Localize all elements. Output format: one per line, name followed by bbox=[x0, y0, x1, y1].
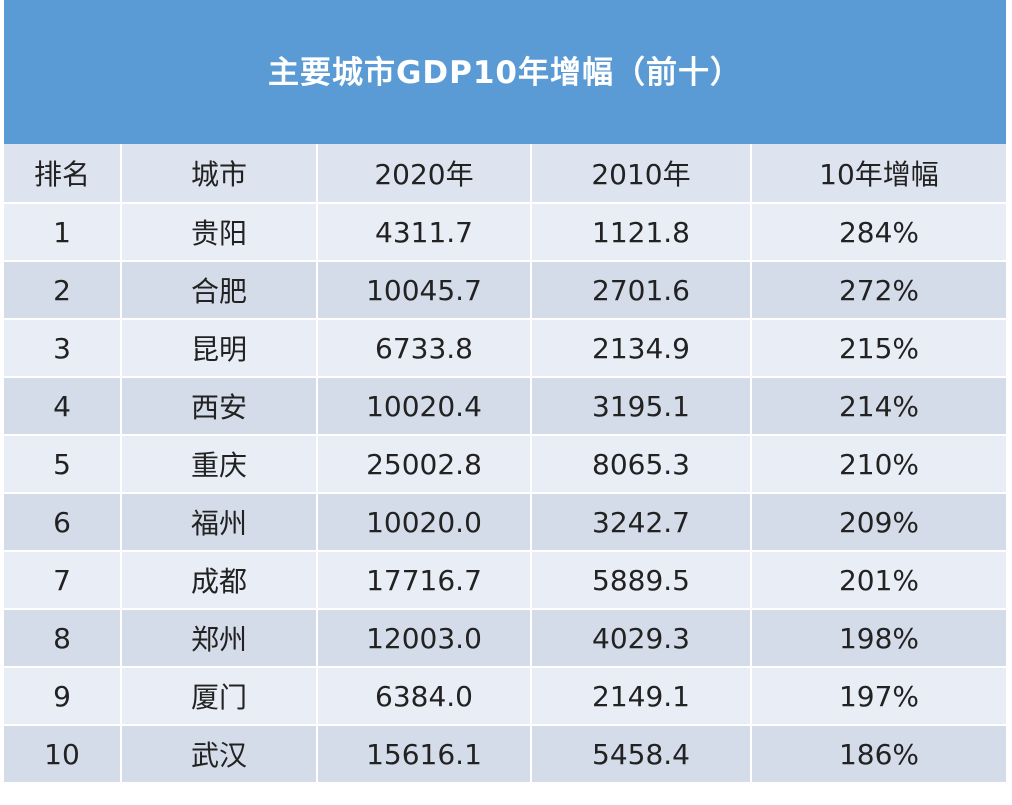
cell-gdp-2010: 5458.4 bbox=[531, 725, 752, 784]
table-row: 10 武汉 15616.1 5458.4 186% bbox=[4, 725, 1006, 784]
cell-growth: 186% bbox=[751, 725, 1006, 784]
table-row: 5 重庆 25002.8 8065.3 210% bbox=[4, 435, 1006, 494]
cell-city: 厦门 bbox=[121, 667, 318, 726]
cell-rank: 10 bbox=[4, 725, 122, 784]
table-row: 2 合肥 10045.7 2701.6 272% bbox=[4, 261, 1006, 320]
table-row: 3 昆明 6733.8 2134.9 215% bbox=[4, 319, 1006, 378]
table-row: 8 郑州 12003.0 4029.3 198% bbox=[4, 609, 1006, 668]
cell-rank: 4 bbox=[4, 377, 122, 436]
gdp-growth-table: 排名 城市 2020年 2010年 10年增幅 1 贵阳 4311.7 1121.8 2… bbox=[4, 144, 1006, 784]
table-row: 4 西安 10020.4 3195.1 214% bbox=[4, 377, 1006, 436]
cell-gdp-2010: 3242.7 bbox=[531, 493, 752, 552]
cell-gdp-2020: 6384.0 bbox=[317, 667, 532, 726]
cell-growth: 201% bbox=[751, 551, 1006, 610]
gdp-table-figure: 主要城市GDP10年增幅（前十） 排名 城市 2020年 2010年 10年增幅… bbox=[4, 0, 1006, 784]
cell-city: 合肥 bbox=[121, 261, 318, 320]
cell-rank: 3 bbox=[4, 319, 122, 378]
header-gdp-2020: 2020年 bbox=[317, 144, 532, 204]
cell-growth: 198% bbox=[751, 609, 1006, 668]
cell-rank: 5 bbox=[4, 435, 122, 494]
cell-gdp-2010: 3195.1 bbox=[531, 377, 752, 436]
cell-rank: 9 bbox=[4, 667, 122, 726]
cell-gdp-2020: 10020.0 bbox=[317, 493, 532, 552]
cell-rank: 6 bbox=[4, 493, 122, 552]
cell-gdp-2020: 10045.7 bbox=[317, 261, 532, 320]
header-growth: 10年增幅 bbox=[751, 144, 1006, 204]
cell-city: 武汉 bbox=[121, 725, 318, 784]
cell-gdp-2020: 25002.8 bbox=[317, 435, 532, 494]
cell-city: 成都 bbox=[121, 551, 318, 610]
cell-city: 福州 bbox=[121, 493, 318, 552]
cell-gdp-2020: 17716.7 bbox=[317, 551, 532, 610]
cell-growth: 272% bbox=[751, 261, 1006, 320]
cell-gdp-2010: 4029.3 bbox=[531, 609, 752, 668]
cell-rank: 7 bbox=[4, 551, 122, 610]
cell-gdp-2010: 1121.8 bbox=[531, 203, 752, 262]
cell-gdp-2020: 15616.1 bbox=[317, 725, 532, 784]
cell-city: 昆明 bbox=[121, 319, 318, 378]
cell-growth: 209% bbox=[751, 493, 1006, 552]
cell-gdp-2010: 2134.9 bbox=[531, 319, 752, 378]
cell-gdp-2020: 10020.4 bbox=[317, 377, 532, 436]
cell-city: 西安 bbox=[121, 377, 318, 436]
cell-gdp-2010: 2149.1 bbox=[531, 667, 752, 726]
cell-growth: 214% bbox=[751, 377, 1006, 436]
table-row: 1 贵阳 4311.7 1121.8 284% bbox=[4, 203, 1006, 262]
cell-gdp-2020: 12003.0 bbox=[317, 609, 532, 668]
cell-city: 郑州 bbox=[121, 609, 318, 668]
cell-rank: 1 bbox=[4, 203, 122, 262]
cell-gdp-2010: 8065.3 bbox=[531, 435, 752, 494]
cell-rank: 8 bbox=[4, 609, 122, 668]
header-gdp-2010: 2010年 bbox=[531, 144, 752, 204]
cell-growth: 284% bbox=[751, 203, 1006, 262]
cell-rank: 2 bbox=[4, 261, 122, 320]
cell-gdp-2010: 2701.6 bbox=[531, 261, 752, 320]
table-row: 7 成都 17716.7 5889.5 201% bbox=[4, 551, 1006, 610]
cell-gdp-2020: 4311.7 bbox=[317, 203, 532, 262]
header-city: 城市 bbox=[121, 144, 318, 204]
table-row: 6 福州 10020.0 3242.7 209% bbox=[4, 493, 1006, 552]
cell-growth: 210% bbox=[751, 435, 1006, 494]
cell-growth: 197% bbox=[751, 667, 1006, 726]
cell-growth: 215% bbox=[751, 319, 1006, 378]
header-rank: 排名 bbox=[4, 144, 122, 204]
header-row: 排名 城市 2020年 2010年 10年增幅 bbox=[4, 144, 1006, 204]
cell-gdp-2010: 5889.5 bbox=[531, 551, 752, 610]
cell-city: 重庆 bbox=[121, 435, 318, 494]
table-body: 1 贵阳 4311.7 1121.8 284% 2 合肥 10045.7 2701.6 272% 3… bbox=[4, 203, 1006, 784]
table-title: 主要城市GDP10年增幅（前十） bbox=[4, 0, 1006, 144]
cell-gdp-2020: 6733.8 bbox=[317, 319, 532, 378]
cell-city: 贵阳 bbox=[121, 203, 318, 262]
table-row: 9 厦门 6384.0 2149.1 197% bbox=[4, 667, 1006, 726]
